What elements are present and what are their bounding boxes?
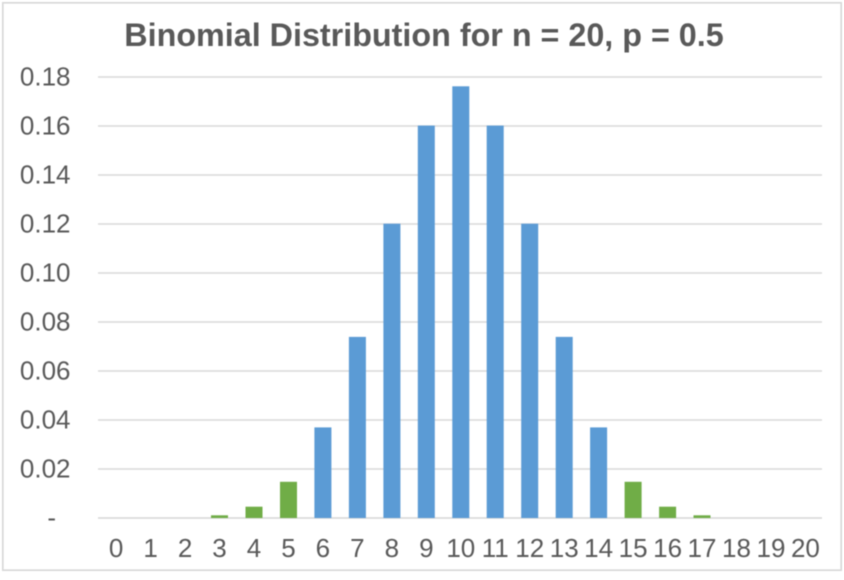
- svg-text:18: 18: [722, 533, 751, 563]
- svg-text:20: 20: [791, 533, 820, 563]
- svg-text:10: 10: [446, 533, 475, 563]
- svg-text:11: 11: [482, 533, 509, 563]
- svg-text:4: 4: [247, 533, 261, 563]
- svg-text:0: 0: [109, 533, 123, 563]
- svg-text:19: 19: [757, 533, 786, 563]
- svg-text:16: 16: [653, 533, 682, 563]
- svg-text:2: 2: [178, 533, 192, 563]
- svg-text:13: 13: [550, 533, 579, 563]
- svg-text:0.06: 0.06: [20, 356, 71, 386]
- svg-text:9: 9: [419, 533, 433, 563]
- svg-text:7: 7: [350, 533, 364, 563]
- svg-text:0.14: 0.14: [20, 160, 71, 190]
- svg-text:0.18: 0.18: [20, 62, 71, 92]
- svg-text:3: 3: [212, 533, 226, 563]
- svg-text:0.12: 0.12: [20, 209, 71, 239]
- svg-text:8: 8: [385, 533, 399, 563]
- svg-text:-: -: [47, 503, 56, 533]
- svg-text:12: 12: [515, 533, 544, 563]
- svg-text:0.02: 0.02: [20, 454, 71, 484]
- svg-text:17: 17: [688, 533, 717, 563]
- svg-text:Binomial Distribution for n =: Binomial Distribution for n = 20, p = 0.…: [124, 17, 723, 53]
- svg-text:14: 14: [584, 533, 613, 563]
- svg-text:1: 1: [143, 533, 157, 563]
- svg-text:5: 5: [281, 533, 295, 563]
- svg-text:0.10: 0.10: [20, 258, 71, 288]
- svg-text:0.08: 0.08: [20, 307, 71, 337]
- svg-text:6: 6: [316, 533, 330, 563]
- svg-text:15: 15: [619, 533, 648, 563]
- svg-text:0.04: 0.04: [20, 405, 71, 435]
- svg-text:0.16: 0.16: [20, 111, 71, 141]
